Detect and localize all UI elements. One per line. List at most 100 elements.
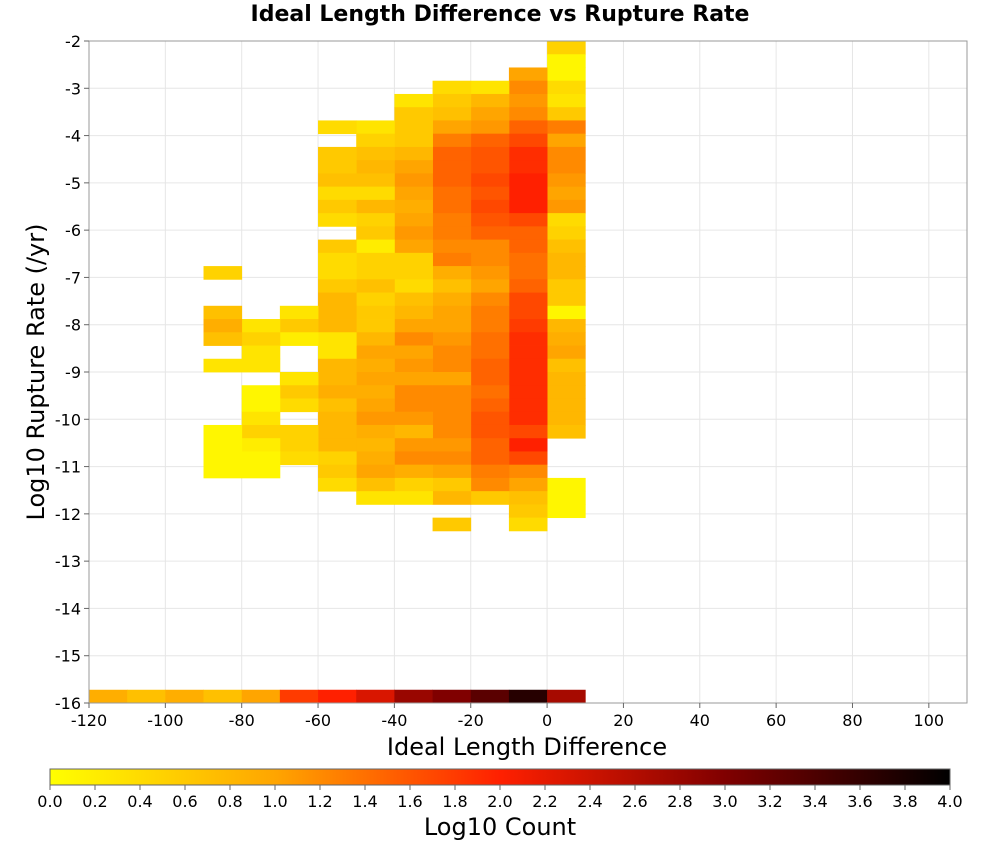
heatmap-cell bbox=[356, 358, 395, 373]
heatmap-cell bbox=[470, 292, 510, 307]
colorbar-tick-label: 0.2 bbox=[82, 792, 107, 811]
x-tick-label: -20 bbox=[458, 711, 484, 730]
heatmap-cell bbox=[394, 358, 433, 373]
heatmap-cell bbox=[203, 319, 243, 333]
y-tick-label: -4 bbox=[65, 127, 81, 146]
heatmap-cell bbox=[394, 93, 433, 108]
heatmap-cell bbox=[394, 451, 433, 466]
heatmap-cell bbox=[470, 160, 510, 174]
heatmap-cell bbox=[547, 424, 586, 439]
heatmap-cell bbox=[318, 305, 357, 320]
heatmap-cell bbox=[547, 332, 586, 346]
heatmap-cell bbox=[203, 266, 243, 280]
heatmap-cells bbox=[89, 41, 586, 704]
heatmap-cell bbox=[356, 464, 395, 479]
heatmap-cell bbox=[203, 305, 243, 320]
y-tick-label: -13 bbox=[55, 552, 81, 571]
heatmap-cell bbox=[432, 398, 472, 413]
heatmap-cell bbox=[470, 319, 510, 333]
heatmap-cell bbox=[470, 385, 510, 399]
heatmap-cell bbox=[356, 173, 395, 188]
heatmap-cell bbox=[394, 160, 433, 174]
heatmap-cell bbox=[394, 266, 433, 280]
heatmap-cell bbox=[547, 146, 586, 161]
heatmap-cell bbox=[432, 213, 472, 227]
heatmap-cell bbox=[203, 438, 243, 452]
y-tick-label: -2 bbox=[65, 32, 81, 51]
heatmap-cell bbox=[508, 226, 548, 240]
heatmap-cell bbox=[547, 266, 586, 280]
heatmap-cell bbox=[356, 266, 395, 280]
heatmap-cell bbox=[318, 332, 357, 346]
colorbar-tick-label: 2.0 bbox=[487, 792, 512, 811]
heatmap-cell bbox=[547, 305, 586, 320]
y-tick-label: -14 bbox=[55, 599, 81, 618]
heatmap-cell bbox=[203, 451, 243, 466]
heatmap-cell bbox=[547, 41, 586, 55]
x-tick-label: -120 bbox=[71, 711, 107, 730]
y-tick-label: -8 bbox=[65, 316, 81, 335]
heatmap-cell bbox=[241, 319, 281, 333]
y-tick-label: -9 bbox=[65, 363, 81, 382]
y-tick-label: -15 bbox=[55, 647, 81, 666]
heatmap-cell bbox=[318, 199, 357, 214]
heatmap-cell bbox=[356, 319, 395, 333]
heatmap-cell bbox=[547, 120, 586, 135]
y-tick-label: -10 bbox=[55, 410, 81, 429]
heatmap-cell bbox=[394, 491, 433, 505]
heatmap-cell bbox=[508, 239, 548, 254]
heatmap-cell bbox=[547, 504, 586, 519]
x-tick-label: 40 bbox=[690, 711, 710, 730]
colorbar-tick-label: 2.2 bbox=[532, 792, 557, 811]
heatmap-cell bbox=[547, 345, 586, 360]
heatmap-cell bbox=[547, 372, 586, 386]
heatmap-cell bbox=[203, 424, 243, 439]
heatmap-cell bbox=[470, 398, 510, 413]
heatmap-cell bbox=[394, 107, 433, 121]
heatmap-cell bbox=[356, 305, 395, 320]
heatmap-cell bbox=[508, 504, 548, 519]
heatmap-cell bbox=[432, 252, 472, 267]
heatmap-cell bbox=[356, 398, 395, 413]
heatmap-cell bbox=[279, 398, 319, 413]
heatmap-cell bbox=[470, 491, 510, 505]
heatmap-cell bbox=[394, 319, 433, 333]
heatmap-cell bbox=[241, 689, 281, 704]
heatmap-cell bbox=[547, 226, 586, 240]
y-tick-label: -12 bbox=[55, 505, 81, 524]
heatmap-cell bbox=[432, 689, 472, 704]
colorbar-tick-label: 2.4 bbox=[577, 792, 602, 811]
heatmap-cell bbox=[432, 385, 472, 399]
heatmap-cell bbox=[432, 120, 472, 135]
y-tick-label: -7 bbox=[65, 268, 81, 287]
heatmap-cell bbox=[470, 358, 510, 373]
heatmap-cell bbox=[432, 411, 472, 426]
heatmap-cell bbox=[470, 345, 510, 360]
heatmap-cell bbox=[241, 398, 281, 413]
heatmap-cell bbox=[241, 464, 281, 479]
heatmap-cell bbox=[508, 689, 548, 704]
heatmap-cell bbox=[432, 517, 472, 532]
heatmap-cell bbox=[508, 67, 548, 82]
heatmap-cell bbox=[241, 451, 281, 466]
colorbar-tick-label: 0.0 bbox=[37, 792, 62, 811]
heatmap-cell bbox=[432, 372, 472, 386]
heatmap-cell bbox=[318, 345, 357, 360]
heatmap-cell bbox=[203, 332, 243, 346]
heatmap-cell bbox=[547, 239, 586, 254]
heatmap-cell bbox=[508, 186, 548, 201]
colorbar-tick-label: 1.8 bbox=[442, 792, 467, 811]
colorbar-tick-label: 1.6 bbox=[397, 792, 422, 811]
x-tick-label: -80 bbox=[229, 711, 255, 730]
heatmap-cell bbox=[508, 372, 548, 386]
heatmap-cell bbox=[318, 477, 357, 492]
heatmap-cell bbox=[547, 292, 586, 307]
heatmap-cell bbox=[318, 186, 357, 201]
heatmap-cell bbox=[279, 332, 319, 346]
heatmap-cell bbox=[432, 279, 472, 293]
heatmap-cell bbox=[356, 146, 395, 161]
heatmap-cell bbox=[394, 186, 433, 201]
heatmap-cell bbox=[470, 146, 510, 161]
heatmap-cell bbox=[318, 385, 357, 399]
heatmap-cell bbox=[547, 107, 586, 121]
